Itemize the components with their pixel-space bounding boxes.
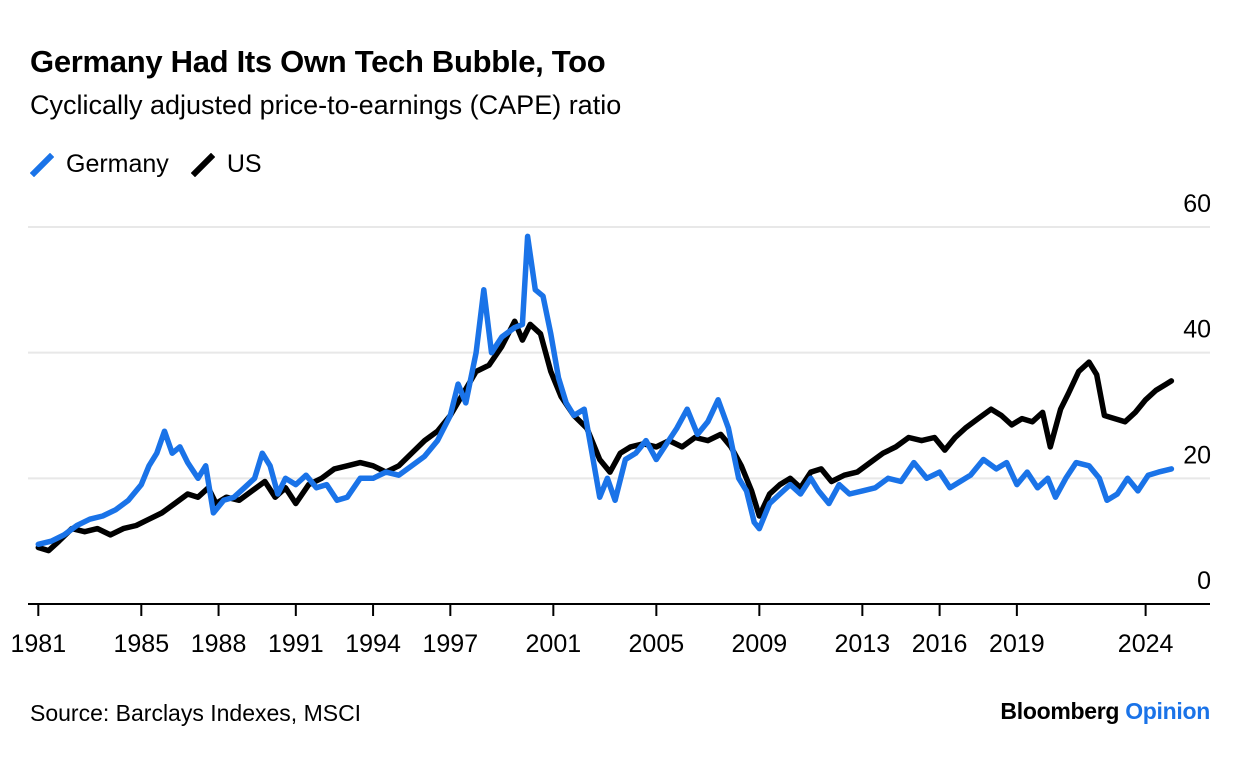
x-tick-label-1988: 1988 xyxy=(191,630,247,658)
legend-item-germany: Germany xyxy=(30,150,169,179)
brand-logo: Bloomberg Opinion xyxy=(1000,698,1210,725)
brand-suffix: Opinion xyxy=(1125,698,1210,724)
x-tick-label-1994: 1994 xyxy=(345,630,401,658)
x-tick-label-1985: 1985 xyxy=(113,630,169,658)
x-tick-label-2001: 2001 xyxy=(526,630,582,658)
chart-subtitle: Cyclically adjusted price-to-earnings (C… xyxy=(30,90,622,120)
y-tick-label-0: 0 xyxy=(1197,567,1211,595)
y-tick-label-40: 40 xyxy=(1183,316,1211,344)
x-tick-label-2009: 2009 xyxy=(732,630,788,658)
x-tick-label-1997: 1997 xyxy=(423,630,479,658)
y-tick-label-20: 20 xyxy=(1183,441,1211,469)
legend: Germany US xyxy=(30,150,284,179)
legend-swatch-germany xyxy=(30,152,54,177)
legend-label-germany: Germany xyxy=(66,150,169,178)
legend-swatch-germany-line xyxy=(30,152,54,177)
series-line-us xyxy=(35,318,1175,554)
brand-name: Bloomberg xyxy=(1000,698,1120,724)
chart-title: Germany Had Its Own Tech Bubble, Too xyxy=(30,44,606,79)
legend-swatch-us-line xyxy=(190,152,215,177)
x-tick-label-2024: 2024 xyxy=(1118,630,1174,658)
y-tick-label-60: 60 xyxy=(1183,190,1211,218)
x-tick-label-2019: 2019 xyxy=(989,630,1045,658)
source-note: Source: Barclays Indexes, MSCI xyxy=(30,700,362,726)
series-line-germany xyxy=(35,233,1175,548)
x-tick-label-2013: 2013 xyxy=(835,630,891,658)
x-tick-label-2016: 2016 xyxy=(912,630,968,658)
x-tick-label-1981: 1981 xyxy=(10,630,66,658)
legend-swatch-us xyxy=(190,152,215,177)
x-tick-label-1991: 1991 xyxy=(268,630,324,658)
legend-item-us: US xyxy=(190,150,262,179)
x-tick-label-2005: 2005 xyxy=(629,630,685,658)
legend-label-us: US xyxy=(226,150,262,178)
